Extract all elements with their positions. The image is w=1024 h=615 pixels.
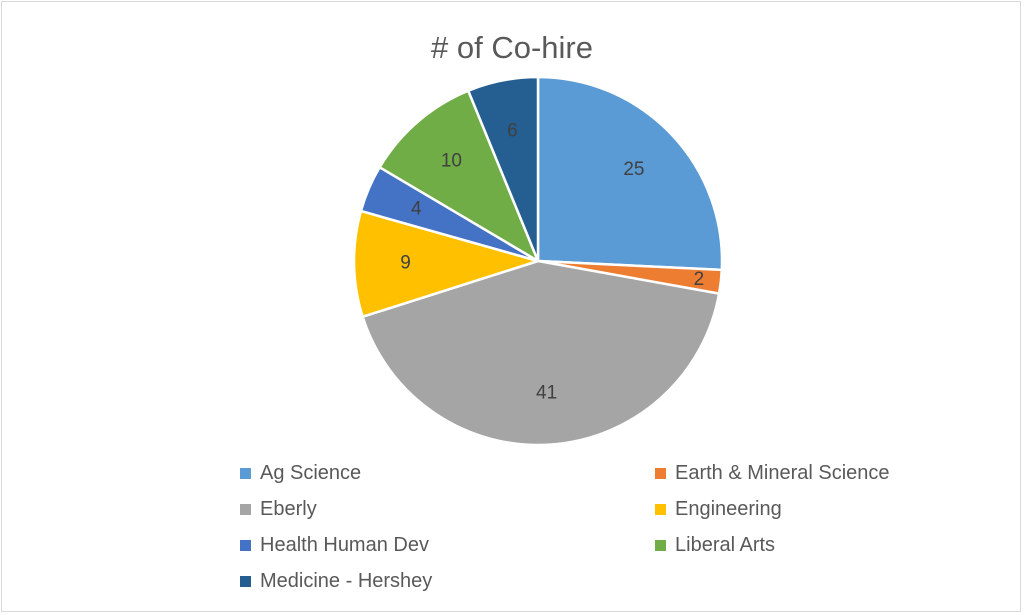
data-label-engineering: 9 [400,253,411,274]
legend-swatch [655,539,666,551]
pie-slice-liberal-arts [378,89,540,263]
pie-slice-eberly [361,259,721,447]
chart-title: # of Co-hire [431,30,593,65]
data-label-medicine-hershey: 6 [507,121,518,142]
pie-slice-medicine-hershey [467,75,540,263]
legend-swatch [240,575,251,587]
legend-swatch [240,539,251,551]
legend-label: Ag Science [260,461,362,484]
legend-label: Eberly [260,497,317,520]
legend-label: Earth & Mineral Science [675,461,890,484]
data-label-health-human-dev: 4 [411,198,422,219]
legend-item-earth-and-mineral-science: Earth & Mineral Science [655,460,890,486]
legend-item-eberly: Eberly [240,496,317,522]
data-label-earth-and-mineral-science: 2 [694,269,705,290]
legend-label: Medicine - Hershey [260,569,433,592]
legend-swatch [655,467,666,479]
pie-slice-engineering [352,209,540,318]
legend-swatch [240,467,251,479]
legend-item-ag-science: Ag Science [240,460,361,486]
legend-item-medicine-hershey: Medicine - Hershey [240,568,432,594]
legend-swatch [240,503,251,515]
data-label-ag-science: 25 [623,159,644,180]
pie-slice-ag-science [536,75,724,272]
legend-item-health-human-dev: Health Human Dev [240,532,429,558]
data-label-eberly: 41 [536,383,557,404]
data-label-liberal-arts: 10 [441,150,462,171]
legend-label: Engineering [675,497,782,520]
legend-label: Liberal Arts [675,533,776,556]
legend-item-liberal-arts: Liberal Arts [655,532,775,558]
legend-swatch [655,503,666,515]
legend-item-engineering: Engineering [655,496,782,522]
legend-label: Health Human Dev [260,533,429,556]
